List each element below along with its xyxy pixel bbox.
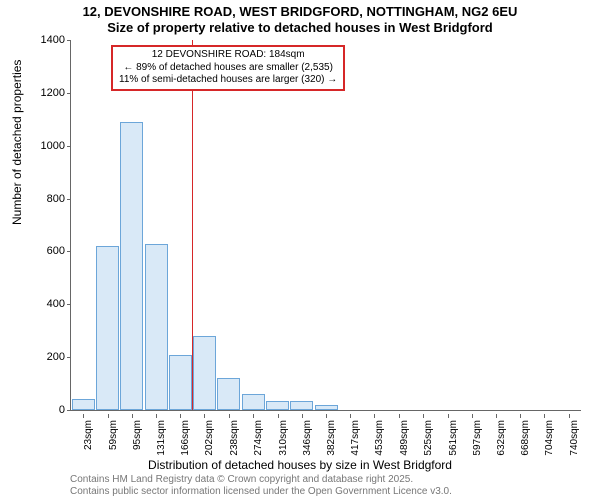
chart-footer: Contains HM Land Registry data © Crown c… — [70, 474, 452, 498]
callout-box: 12 DEVONSHIRE ROAD: 184sqm← 89% of detac… — [111, 45, 345, 91]
chart-container: 12, DEVONSHIRE ROAD, WEST BRIDGFORD, NOT… — [0, 0, 600, 500]
x-tick-mark — [132, 414, 133, 418]
plot-area: 020040060080010001200140023sqm59sqm95sqm… — [70, 40, 581, 411]
x-tick-label: 310sqm — [278, 420, 289, 456]
x-tick-label: 202sqm — [204, 420, 215, 456]
x-tick-mark — [544, 414, 545, 418]
x-tick-mark — [229, 414, 230, 418]
footer-line1: Contains HM Land Registry data © Crown c… — [70, 474, 452, 486]
x-tick-label: 417sqm — [350, 420, 361, 456]
x-tick-label: 131sqm — [156, 420, 167, 456]
x-tick-label: 561sqm — [448, 420, 459, 456]
x-tick-label: 95sqm — [132, 420, 143, 450]
y-tick-mark — [67, 251, 71, 252]
y-tick-mark — [67, 40, 71, 41]
x-tick-label: 704sqm — [544, 420, 555, 456]
x-tick-mark — [496, 414, 497, 418]
y-tick-mark — [67, 304, 71, 305]
x-tick-mark — [374, 414, 375, 418]
x-tick-mark — [399, 414, 400, 418]
x-tick-mark — [278, 414, 279, 418]
histogram-bar — [266, 401, 289, 410]
y-tick-mark — [67, 146, 71, 147]
x-tick-label: 346sqm — [302, 420, 313, 456]
histogram-bar — [315, 405, 338, 410]
x-tick-mark — [83, 414, 84, 418]
x-tick-mark — [472, 414, 473, 418]
callout-line: 11% of semi-detached houses are larger (… — [119, 74, 337, 87]
x-axis-label: Distribution of detached houses by size … — [0, 458, 600, 472]
x-tick-mark — [448, 414, 449, 418]
histogram-bar — [169, 355, 192, 411]
x-tick-mark — [520, 414, 521, 418]
x-tick-label: 489sqm — [399, 420, 410, 456]
x-tick-mark — [156, 414, 157, 418]
histogram-bar — [145, 244, 168, 411]
histogram-bar — [290, 401, 313, 410]
x-tick-label: 59sqm — [108, 420, 119, 450]
x-tick-mark — [108, 414, 109, 418]
x-tick-label: 166sqm — [180, 420, 191, 456]
y-tick-mark — [67, 93, 71, 94]
x-tick-label: 382sqm — [326, 420, 337, 456]
x-tick-label: 525sqm — [423, 420, 434, 456]
x-tick-mark — [423, 414, 424, 418]
x-tick-mark — [350, 414, 351, 418]
callout-line: ← 89% of detached houses are smaller (2,… — [119, 62, 337, 75]
y-tick-mark — [67, 410, 71, 411]
x-tick-mark — [180, 414, 181, 418]
footer-line2: Contains public sector information licen… — [70, 486, 452, 498]
chart-title-line1: 12, DEVONSHIRE ROAD, WEST BRIDGFORD, NOT… — [0, 4, 600, 19]
x-tick-mark — [302, 414, 303, 418]
x-tick-label: 274sqm — [253, 420, 264, 456]
x-tick-mark — [569, 414, 570, 418]
marker-line — [192, 40, 193, 410]
chart-title-line2: Size of property relative to detached ho… — [0, 20, 600, 35]
callout-line: 12 DEVONSHIRE ROAD: 184sqm — [119, 49, 337, 62]
x-tick-mark — [326, 414, 327, 418]
histogram-bar — [193, 336, 216, 410]
histogram-bar — [96, 246, 119, 410]
x-tick-mark — [204, 414, 205, 418]
x-tick-label: 238sqm — [229, 420, 240, 456]
histogram-bar — [120, 122, 143, 410]
y-axis-label: Number of detached properties — [10, 60, 24, 225]
x-tick-label: 597sqm — [472, 420, 483, 456]
x-tick-label: 632sqm — [496, 420, 507, 456]
x-tick-label: 668sqm — [520, 420, 531, 456]
y-tick-mark — [67, 199, 71, 200]
x-tick-label: 453sqm — [374, 420, 385, 456]
x-tick-label: 23sqm — [83, 420, 94, 450]
x-tick-mark — [253, 414, 254, 418]
histogram-bar — [217, 378, 240, 410]
y-tick-mark — [67, 357, 71, 358]
histogram-bar — [242, 394, 265, 410]
x-tick-label: 740sqm — [569, 420, 580, 456]
histogram-bar — [72, 399, 95, 410]
